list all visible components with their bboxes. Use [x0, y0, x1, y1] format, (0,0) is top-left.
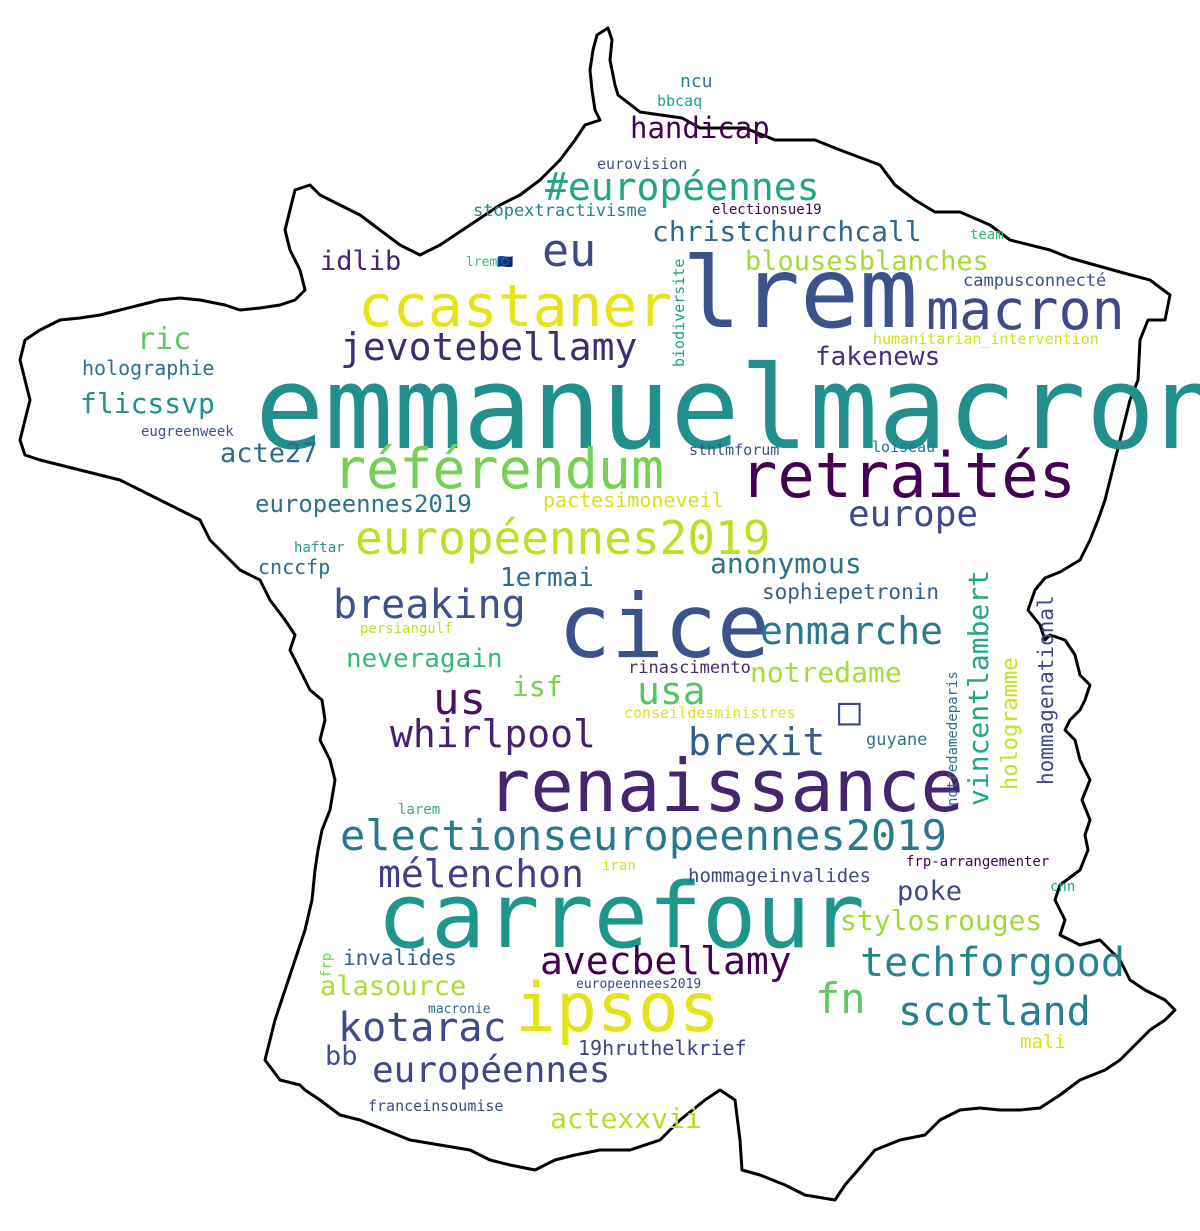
word-franceinsoumise: franceinsoumise [368, 1097, 504, 1115]
word-bbcaq: bbcaq [657, 92, 703, 110]
word-us: us [433, 674, 486, 725]
word-cnn: cnn [1050, 879, 1076, 895]
word-hash-europeennes: #européennes [545, 165, 820, 209]
word-19hruthelkrief: 19hruthelkrief [578, 1036, 747, 1060]
word-ncu: ncu [680, 71, 713, 92]
word-stopextractivisme: stopextractivisme [473, 201, 647, 221]
word-carrefour: carrefour [377, 864, 865, 969]
word-notredamedeparis: notredamedeparis [945, 671, 961, 806]
word-bb: bb [325, 1041, 358, 1072]
word-fn: fn [815, 974, 866, 1023]
word-rinascimento: rinascimento [628, 658, 751, 678]
word-acte27: acte27 [220, 438, 318, 469]
word-scotland: scotland [898, 989, 1091, 1035]
word-larem: larem [398, 802, 441, 818]
word-enmarche: enmarche [760, 609, 944, 653]
word-kotarac: kotarac [338, 1005, 507, 1051]
word-conseildesministres: conseildesministres [624, 704, 796, 722]
word-neveragain: neveragain [346, 644, 503, 674]
word-haftar: haftar [294, 540, 345, 556]
word-referendum: référendum [333, 437, 665, 501]
word-sthlmforum: sthlmforum [689, 441, 780, 459]
word-invalides: invalides [343, 946, 457, 970]
word-breaking: breaking [333, 582, 526, 628]
word-europeennes: européennes [372, 1050, 611, 1091]
word-jevotebellamy: jevotebellamy [340, 325, 638, 369]
word-emmanuelmacron: emmanuelmacron [255, 342, 1200, 476]
word-renaissance: renaissance [487, 744, 964, 828]
word-frp-arrangementer: frp-arrangementer [906, 854, 1050, 870]
word-europe: europe [848, 494, 979, 535]
word-techforgood: techforgood [860, 940, 1125, 986]
word-ric: ric [137, 322, 192, 357]
word-hologramme: hommagenational [1034, 595, 1058, 785]
word-persiangulf: persiangulf [360, 621, 453, 637]
word-poke: poke [897, 876, 963, 907]
word-lrem-eu: lrem🇪🇺 [466, 255, 514, 270]
word-eurovision: eurovision [597, 155, 688, 173]
word-lrem: lrem [682, 237, 919, 351]
word-eugreenweek: eugreenweek [141, 424, 234, 440]
word-1ermai: 1ermai [500, 563, 594, 593]
word-ccastaner: ccastaner [358, 272, 673, 340]
word-usa: usa [637, 669, 706, 713]
word-christchurchcall: christchurchcall [652, 215, 922, 248]
word-electionseuropeennes2019: electionseuropeennes2019 [340, 811, 947, 860]
word-notredame: notredame [750, 656, 902, 689]
word-team: team [970, 227, 1004, 243]
word-hommagenational: cnccfp [258, 555, 331, 579]
word-hommageinvalides: hommageinvalides [688, 865, 872, 887]
word-blousesblanches: blousesblanches [745, 246, 989, 277]
word-electionsue19: electionsue19 [712, 202, 822, 218]
word-idlib: idlib [320, 246, 402, 277]
word-ipsos: ipsos [515, 969, 720, 1048]
word-melenchon: mélenchon [378, 852, 584, 896]
word-fakenews: fakenews [815, 342, 941, 372]
word-guyane: guyane [866, 730, 928, 750]
word-mali: mali [1020, 1031, 1066, 1053]
word-sophiepetronin: sophiepetronin [762, 580, 940, 604]
word-campusconnecte: campusconnecté [963, 271, 1107, 291]
word-macronie: macronie [428, 1002, 491, 1017]
word-avecbellamy: avecbellamy [540, 939, 792, 983]
word-eu: eu [542, 224, 597, 277]
word-cnccfp: hologramme [998, 657, 1023, 790]
word-actexxvii: actexxvii [550, 1102, 702, 1135]
word-retraites: retraités [740, 439, 1076, 512]
word-brexit: brexit [688, 720, 826, 764]
word-alasource: alasource [320, 971, 467, 1002]
word-macron: macron [926, 278, 1125, 342]
word-vincentlambert: vincentlambert [962, 569, 995, 806]
word-europeennes2019: européennes2019 [355, 511, 771, 565]
word-loiseau: loiseau [872, 438, 936, 456]
word-cice: cice [558, 575, 770, 678]
word-box-glyph: □ [838, 689, 861, 733]
word-europeennes2019-small: europeennes2019 [255, 490, 472, 518]
word-europeennees2019: europeennees2019 [576, 977, 702, 992]
word-humanitarian-intervention: humanitarian_intervention [873, 330, 1099, 348]
word-pactesimoneveil: pactesimoneveil [543, 488, 724, 512]
word-biodiversite: biodiversite [670, 258, 688, 367]
word-frp: frp [319, 952, 335, 978]
word-anonymous: anonymous [710, 547, 862, 580]
word-whirlpool: whirlpool [390, 712, 596, 756]
word-isf: isf [512, 670, 563, 703]
word-holographie: holographie [82, 356, 215, 380]
word-flicssvp: flicssvp [80, 387, 215, 420]
word-stylosrouges: stylosrouges [840, 904, 1043, 937]
word-handicap: handicap [630, 111, 770, 145]
word-iran: iran [602, 858, 636, 874]
